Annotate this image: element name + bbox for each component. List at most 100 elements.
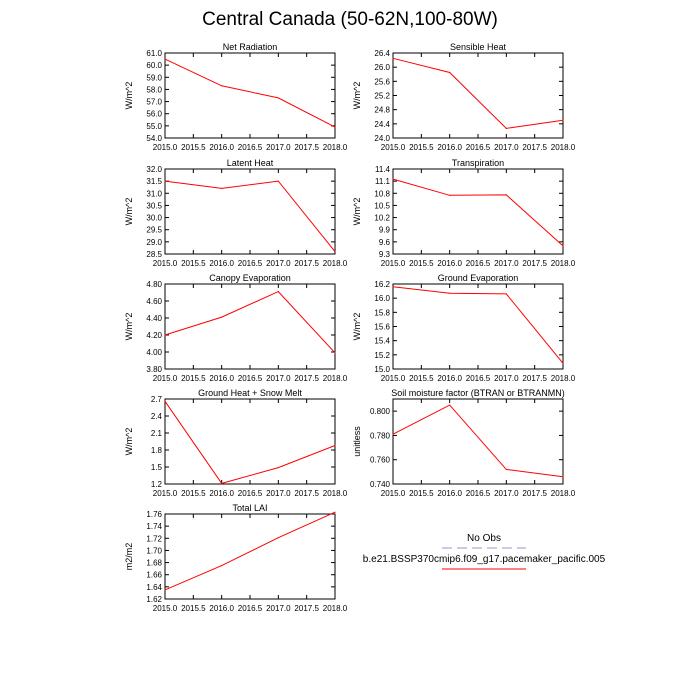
y-tick-label: 24.8 (374, 106, 390, 115)
x-tick-label: 2016.0 (209, 374, 234, 383)
chart-frame (164, 398, 336, 485)
chart-title: Sensible Heat (450, 42, 507, 52)
x-tick-label: 2016.5 (466, 374, 491, 383)
chart-ground-heat-snow-melt: Ground Heat + Snow Melt W/m^2 2015.0 2015.5… (124, 388, 348, 498)
y-tick-label: 10.2 (374, 214, 390, 223)
x-tick-label: 2015.5 (181, 489, 206, 498)
chart-title: Latent Heat (227, 158, 274, 168)
chart-title: Canopy Evaporation (209, 273, 291, 283)
x-tick-label: 2015.0 (153, 489, 178, 498)
data-point (392, 178, 394, 180)
x-tick-label: 2018.0 (551, 259, 576, 268)
data-point (562, 245, 564, 247)
data-point (277, 537, 279, 539)
y-tick-label: 24.4 (374, 120, 390, 129)
y-tick-label: 1.2 (151, 480, 163, 489)
y-axis-label: W/m^2 (124, 198, 134, 226)
chart-title: Transpiration (452, 158, 504, 168)
series-line (164, 58, 336, 128)
y-tick-label: 25.2 (374, 92, 390, 101)
data-point (449, 404, 451, 406)
data-point (221, 85, 223, 87)
data-point (164, 400, 166, 402)
x-tick-label: 2015.0 (381, 489, 406, 498)
data-point (562, 476, 564, 478)
x-tick-label: 2018.0 (323, 143, 348, 152)
y-tick-label: 60.0 (146, 61, 162, 70)
y-axis-label: W/m^2 (352, 313, 362, 341)
y-tick-label: 32.0 (146, 165, 162, 174)
y-tick-label: 31.0 (146, 189, 162, 198)
y-tick-label: 11.1 (375, 177, 391, 186)
chart-frame (392, 283, 564, 370)
series-line (164, 290, 336, 354)
y-tick-label: 4.60 (146, 297, 162, 306)
y-tick-label: 1.5 (151, 463, 163, 472)
x-tick-label: 2017.5 (522, 143, 547, 152)
y-tick-label: 2.7 (151, 395, 163, 404)
y-tick-label: 2.4 (151, 412, 163, 421)
x-tick-label: 2016.5 (238, 604, 263, 613)
chart-latent-heat: Latent Heat W/m^2 2015.0 2015.5 2016.0 2016.5… (124, 158, 348, 268)
y-tick-label: 26.0 (374, 63, 390, 72)
data-point (334, 511, 336, 513)
x-tick-label: 2017.5 (294, 143, 319, 152)
x-tick-label: 2017.5 (522, 374, 547, 383)
data-point (277, 180, 279, 182)
x-tick-label: 2016.5 (466, 143, 491, 152)
x-tick-label: 2016.0 (209, 259, 234, 268)
y-tick-label: 10.5 (374, 201, 390, 210)
x-tick-label: 2015.0 (381, 374, 406, 383)
x-tick-label: 2016.0 (209, 489, 234, 498)
series-line (164, 180, 336, 252)
y-tick-label: 30.0 (146, 214, 162, 223)
x-tick-label: 2017.0 (494, 374, 519, 383)
y-tick-label: 9.3 (379, 250, 391, 259)
x-tick-label: 2018.0 (551, 489, 576, 498)
data-point (334, 126, 336, 128)
x-tick-label: 2018.0 (551, 374, 576, 383)
x-tick-label: 2017.0 (266, 259, 291, 268)
x-tick-label: 2015.0 (153, 374, 178, 383)
x-tick-label: 2017.0 (494, 259, 519, 268)
y-axis-label: W/m^2 (352, 198, 362, 226)
x-tick-label: 2018.0 (551, 143, 576, 152)
series-line (164, 511, 336, 591)
x-tick-label: 2015.0 (153, 143, 178, 152)
y-tick-label: 0.780 (370, 431, 391, 440)
data-point (277, 466, 279, 469)
data-point (392, 433, 394, 435)
chart-transpiration: Transpiration W/m^2 2015.0 2015.5 2016.0 2016… (352, 158, 576, 268)
y-tick-label: 15.0 (374, 365, 390, 374)
y-tick-label: 28.5 (146, 250, 162, 259)
y-tick-label: 26.4 (374, 49, 390, 58)
y-tick-label: 3.80 (146, 365, 162, 374)
y-tick-label: 0.800 (370, 407, 391, 416)
y-tick-label: 54.0 (146, 134, 162, 143)
y-tick-label: 15.8 (374, 308, 390, 317)
chart-net-radiation: Net Radiation W/m^2 2015.0 2015.5 2016.0 2016… (124, 42, 348, 152)
x-tick-label: 2015.5 (181, 604, 206, 613)
y-tick-label: 4.80 (146, 280, 162, 289)
y-tick-label: 9.6 (379, 238, 391, 247)
y-tick-label: 1.8 (151, 446, 163, 455)
x-tick-label: 2016.0 (437, 489, 462, 498)
x-tick-label: 2016.5 (238, 259, 263, 268)
data-point (221, 316, 223, 318)
data-point (562, 362, 564, 364)
x-tick-label: 2016.5 (238, 374, 263, 383)
chart-frame (164, 513, 336, 600)
data-point (221, 565, 223, 567)
x-tick-label: 2017.5 (294, 489, 319, 498)
y-tick-label: 1.74 (146, 522, 162, 531)
y-tick-label: 1.76 (146, 510, 162, 519)
x-tick-label: 2015.0 (381, 143, 406, 152)
x-tick-label: 2015.0 (153, 259, 178, 268)
data-point (334, 250, 336, 253)
x-tick-label: 2016.5 (466, 489, 491, 498)
x-tick-label: 2015.5 (409, 489, 434, 498)
data-point (505, 293, 507, 295)
